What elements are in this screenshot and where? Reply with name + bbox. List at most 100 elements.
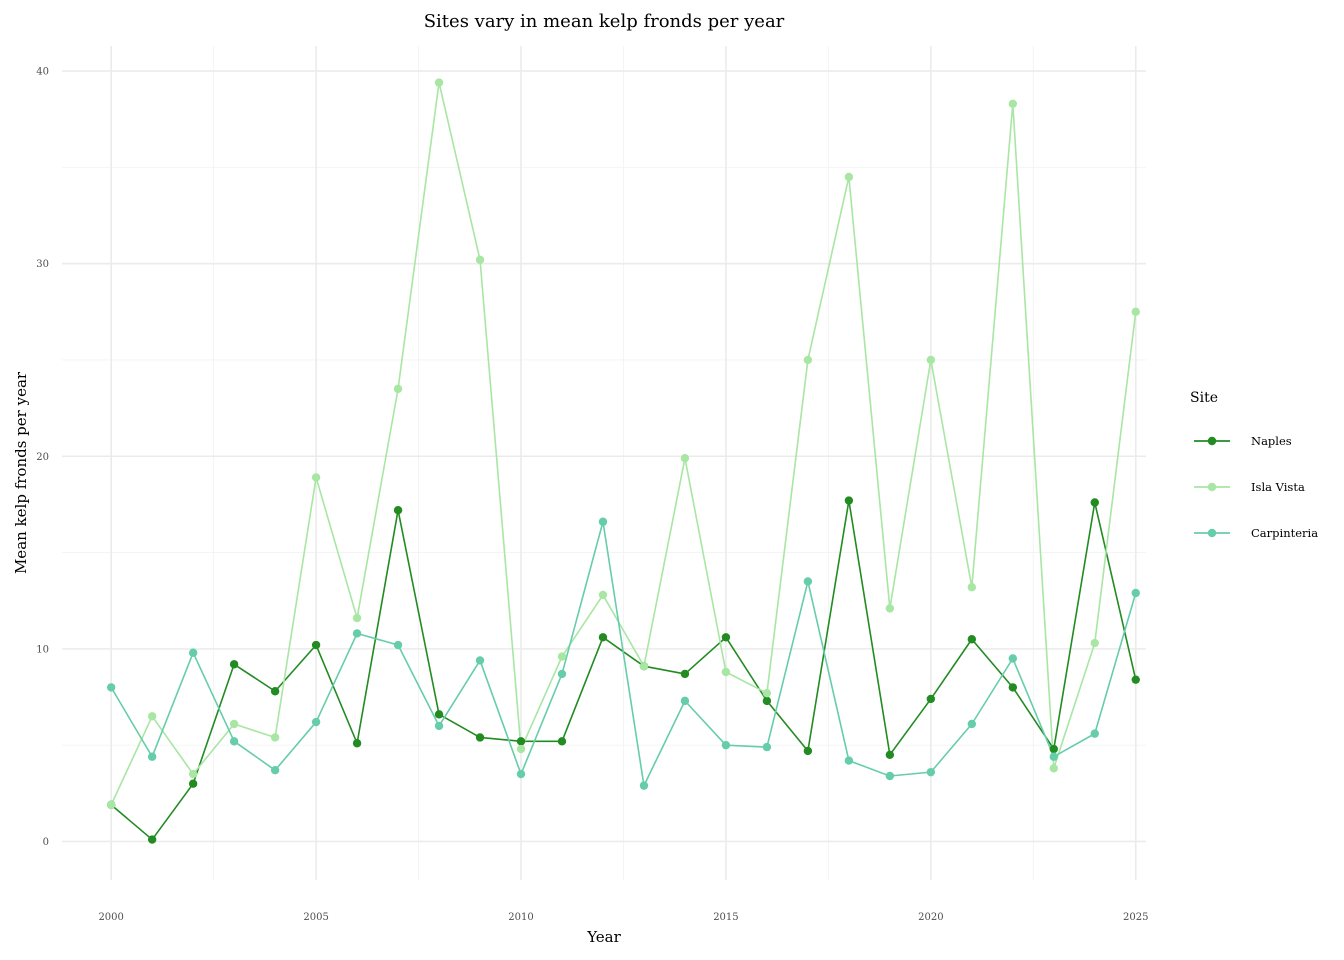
legend-item-isla-vista: Isla Vista [1194, 480, 1305, 494]
legend-label: Carpinteria [1251, 526, 1318, 540]
data-point-isla-vista [926, 355, 936, 365]
data-point-isla-vista [721, 667, 731, 677]
data-point-naples [311, 640, 321, 650]
y-tick-label: 30 [36, 259, 49, 270]
series-points [106, 78, 1140, 844]
data-point-isla-vista [1008, 99, 1018, 108]
data-point-isla-vista [1090, 638, 1099, 648]
data-point-carpinteria [270, 766, 280, 775]
data-point-isla-vista [229, 719, 239, 729]
x-tick-label: 2000 [98, 912, 123, 923]
data-point-naples [967, 635, 977, 644]
data-point-isla-vista [639, 662, 649, 671]
data-point-carpinteria [639, 781, 649, 790]
data-point-isla-vista [311, 473, 321, 482]
data-point-carpinteria [311, 717, 321, 727]
data-point-carpinteria [516, 769, 526, 779]
data-point-carpinteria [188, 648, 198, 657]
series-lines [110, 81, 1137, 841]
data-point-naples [885, 750, 895, 760]
data-point-isla-vista [885, 604, 895, 613]
data-point-carpinteria [762, 742, 772, 752]
y-axis-title: Mean kelp fronds per year [12, 371, 30, 574]
data-point-carpinteria [803, 577, 813, 586]
data-point-isla-vista [270, 733, 280, 742]
data-point-carpinteria [557, 669, 567, 679]
x-tick-label: 2010 [508, 912, 533, 923]
data-point-naples [516, 737, 526, 746]
data-point-carpinteria [393, 640, 403, 650]
data-point-carpinteria [885, 771, 895, 781]
data-point-naples [1090, 498, 1099, 507]
legend-item-naples: Naples [1194, 434, 1292, 448]
data-point-isla-vista [393, 384, 403, 394]
data-point-carpinteria [680, 696, 690, 706]
data-point-isla-vista [106, 800, 116, 810]
data-point-carpinteria [434, 721, 444, 731]
data-point-carpinteria [598, 517, 608, 526]
data-point-isla-vista [844, 172, 854, 182]
data-point-isla-vista [475, 255, 485, 264]
legend-key-point [1207, 482, 1217, 492]
data-point-naples [1131, 675, 1140, 684]
data-point-naples [229, 660, 239, 669]
data-point-carpinteria [1008, 654, 1018, 663]
data-point-isla-vista [1049, 764, 1058, 773]
y-tick-label: 0 [43, 837, 49, 848]
legend-label: Naples [1251, 434, 1292, 448]
data-point-isla-vista [762, 688, 772, 698]
data-point-carpinteria [1131, 588, 1140, 598]
chart-title: Sites vary in mean kelp fronds per year [424, 11, 785, 32]
y-tick-label: 20 [36, 452, 49, 463]
data-point-isla-vista [803, 355, 813, 365]
series-line-carpinteria [110, 520, 1137, 787]
data-point-naples [147, 835, 157, 844]
y-axis-ticks: 0 10 20 30 40 [36, 67, 49, 848]
data-point-naples [270, 687, 280, 696]
data-point-naples [557, 737, 567, 746]
data-point-carpinteria [147, 752, 157, 761]
data-point-isla-vista [967, 583, 977, 592]
data-point-naples [352, 739, 362, 748]
data-point-carpinteria [229, 737, 239, 746]
data-point-naples [762, 696, 772, 706]
x-tick-label: 2020 [918, 912, 943, 923]
data-point-isla-vista [147, 712, 157, 721]
legend-key-point [1207, 528, 1217, 538]
data-point-naples [1049, 744, 1058, 754]
legend-title: Site [1190, 390, 1218, 406]
x-tick-label: 2015 [713, 912, 738, 923]
data-point-carpinteria [844, 756, 854, 765]
legend: Site Naples Isla Vista Carpinteria [1190, 390, 1318, 540]
data-point-carpinteria [1090, 729, 1099, 738]
data-point-naples [1008, 683, 1018, 692]
data-point-naples [926, 694, 936, 704]
data-point-carpinteria [721, 740, 731, 750]
data-point-naples [844, 496, 854, 505]
x-axis-ticks: 2000 2005 2010 2015 2020 2025 [98, 912, 1148, 923]
legend-items: Naples Isla Vista Carpinteria [1194, 434, 1318, 540]
data-point-naples [721, 633, 731, 642]
data-point-isla-vista [434, 78, 444, 87]
x-axis-title: Year [586, 928, 621, 946]
data-point-carpinteria [352, 629, 362, 638]
data-point-naples [598, 633, 608, 642]
data-point-naples [475, 733, 485, 742]
data-point-isla-vista [188, 769, 198, 779]
data-point-carpinteria [106, 683, 116, 692]
data-point-carpinteria [475, 656, 485, 665]
grid [62, 46, 1146, 880]
data-point-naples [434, 710, 444, 719]
legend-item-carpinteria: Carpinteria [1194, 526, 1318, 540]
data-point-naples [188, 779, 198, 788]
data-point-naples [393, 505, 403, 515]
data-point-isla-vista [557, 652, 567, 661]
data-point-naples [680, 669, 690, 679]
data-point-carpinteria [1049, 752, 1058, 761]
series-line-isla-vista [110, 81, 1137, 806]
data-point-carpinteria [967, 719, 977, 729]
data-point-naples [803, 746, 813, 756]
data-point-isla-vista [680, 453, 690, 463]
